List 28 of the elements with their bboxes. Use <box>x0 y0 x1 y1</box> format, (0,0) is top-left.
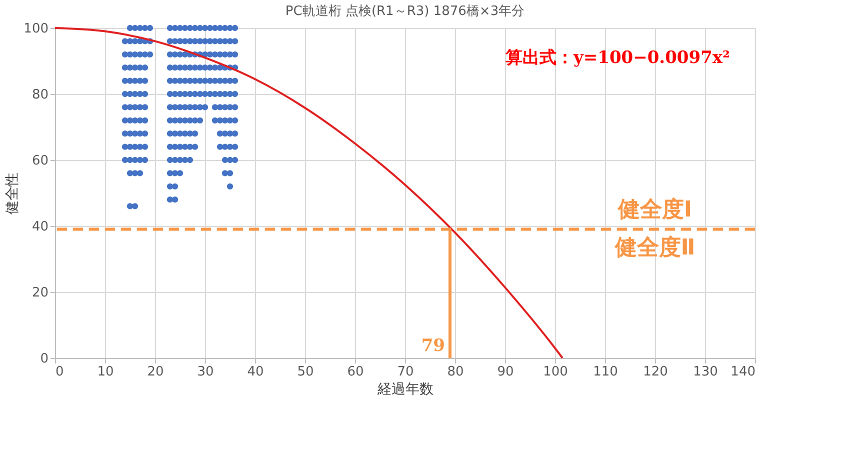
chart-title: PC軌道桁 点検(R1～R3) 1876橋×3年分 <box>285 4 525 19</box>
x-axis-title: 経過年数 <box>376 382 434 398</box>
x-tick-label: 80 <box>447 364 464 380</box>
x-tick-label: 0 <box>56 364 64 380</box>
x-tick-label: 40 <box>247 364 264 380</box>
x-tick-label: 130 <box>693 364 718 380</box>
x-tick-label: 20 <box>147 364 164 380</box>
ref-line-label: 79 <box>421 336 445 356</box>
y-tick-label: 20 <box>32 286 48 300</box>
x-tick-label: 70 <box>397 364 414 380</box>
x-tick-label: 90 <box>497 364 514 380</box>
y-tick-label: 60 <box>32 154 48 168</box>
annotation: 健全度Ⅱ <box>614 234 696 260</box>
x-tick-label: 50 <box>297 364 314 380</box>
x-tick-label: 30 <box>197 364 214 380</box>
y-tick-label: 80 <box>32 88 48 102</box>
x-tick-label: 120 <box>643 364 668 380</box>
annotation: 算出式：y=100−0.0097x² <box>504 48 730 68</box>
y-tick-label: 0 <box>40 352 48 366</box>
annotation: 健全度Ⅰ <box>616 196 692 222</box>
y-tick-label: 40 <box>32 220 48 234</box>
x-tick-label: 60 <box>347 364 364 380</box>
x-tick-label: 110 <box>593 364 618 380</box>
x-tick-label: 10 <box>97 364 114 380</box>
y-tick-label: 100 <box>24 22 48 36</box>
x-tick-label: 140 <box>730 364 756 380</box>
x-tick-label: 100 <box>543 364 568 380</box>
y-axis-title: 健全性 <box>4 172 21 214</box>
